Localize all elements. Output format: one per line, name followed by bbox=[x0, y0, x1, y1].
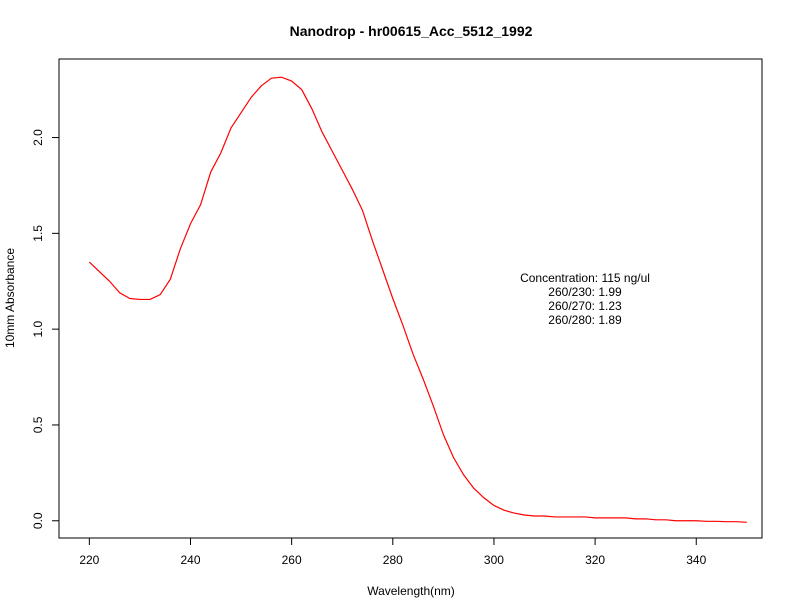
y-tick-label: 1.5 bbox=[31, 225, 45, 242]
x-tick-label: 320 bbox=[585, 553, 605, 567]
x-tick-label: 280 bbox=[383, 553, 403, 567]
chart-title: Nanodrop - hr00615_Acc_5512_1992 bbox=[290, 23, 533, 39]
y-axis: 0.0 0.5 1.0 1.5 2.0 bbox=[31, 129, 59, 529]
absorbance-series-line bbox=[88, 76, 747, 523]
annotation-block: Concentration: 115 ng/ul 260/230: 1.99 2… bbox=[520, 271, 650, 327]
annotation-ratio-260-280: 260/280: 1.89 bbox=[548, 313, 622, 327]
y-tick-label: 0.0 bbox=[31, 512, 45, 529]
x-tick-label: 260 bbox=[282, 553, 302, 567]
y-tick-label: 0.5 bbox=[31, 416, 45, 433]
plot-frame bbox=[58, 58, 763, 539]
annotation-ratio-260-270: 260/270: 1.23 bbox=[548, 299, 622, 313]
x-axis-label: Wavelength(nm) bbox=[367, 584, 455, 598]
x-tick-label: 300 bbox=[484, 553, 504, 567]
annotation-ratio-260-230: 260/230: 1.99 bbox=[548, 285, 622, 299]
annotation-concentration: Concentration: 115 ng/ul bbox=[520, 271, 650, 285]
x-tick-label: 240 bbox=[180, 553, 200, 567]
x-tick-label: 340 bbox=[686, 553, 706, 567]
y-tick-label: 2.0 bbox=[31, 129, 45, 146]
y-axis-label: 10mm Absorbance bbox=[3, 248, 17, 348]
y-tick-label: 1.0 bbox=[31, 320, 45, 337]
x-axis: 220 240 260 280 300 320 340 bbox=[79, 538, 707, 567]
x-tick-label: 220 bbox=[79, 553, 99, 567]
